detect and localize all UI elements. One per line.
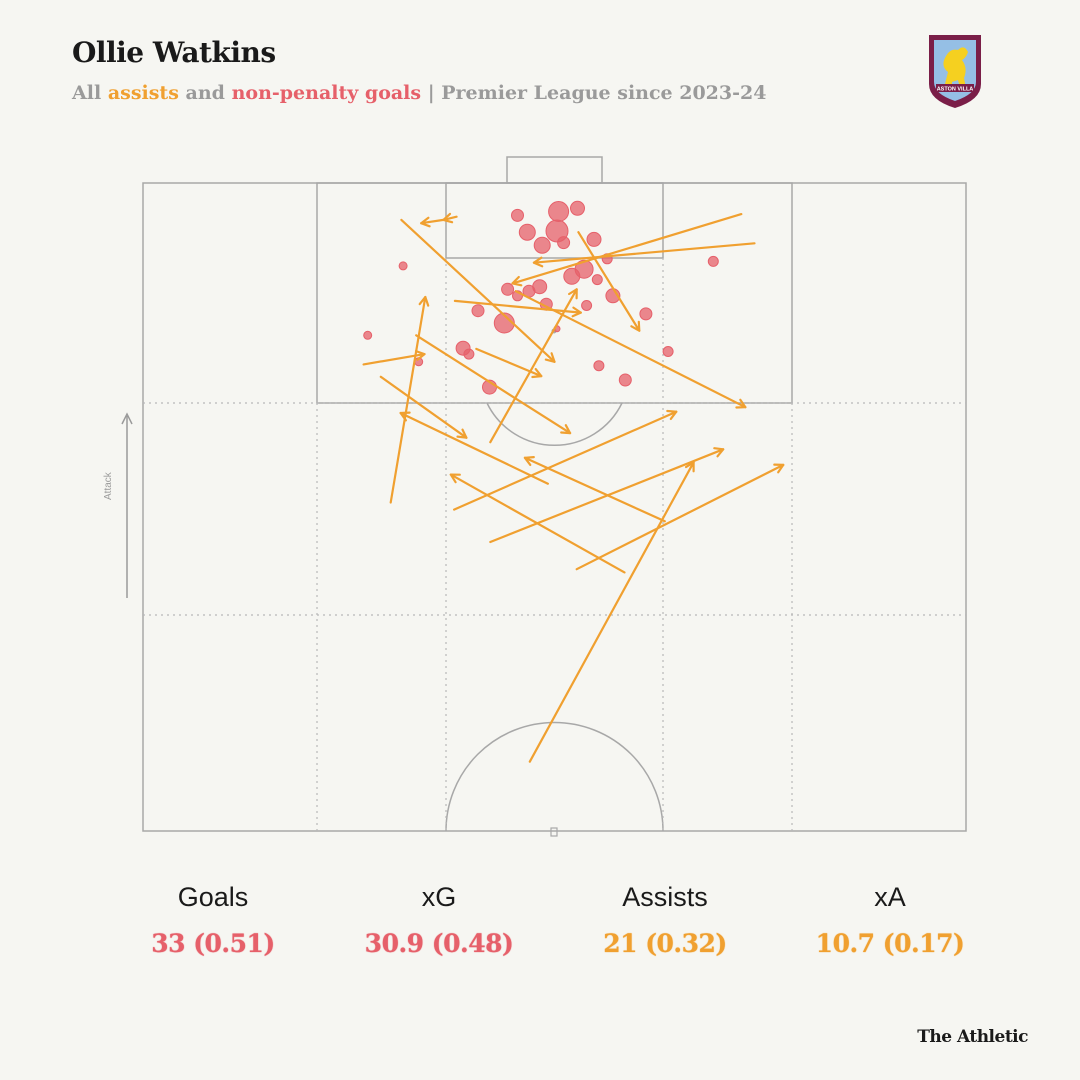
stat-xa: xA 10.7 (0.17) [790, 882, 990, 958]
assist-arrow [442, 212, 458, 224]
goal-marker [533, 236, 551, 254]
subtitle-suffix: | Premier League since 2023-24 [427, 82, 767, 104]
goal-marker [557, 236, 571, 250]
crest-text: ASTON VILLA [937, 87, 974, 93]
assist-arrow [420, 216, 445, 228]
assist-arrow [523, 456, 666, 523]
subtitle-goals: non-penalty goals [231, 82, 422, 104]
goal-marker [501, 282, 515, 296]
assist-arrow [577, 231, 641, 332]
aston-villa-crest-icon: ASTON VILLA [929, 35, 981, 108]
goal-marker [581, 300, 593, 311]
stat-label: Goals [177, 882, 249, 912]
assist-arrow [415, 334, 572, 435]
goal-marker [586, 231, 602, 247]
goal-marker [707, 255, 719, 267]
stat-xg: xG 30.9 (0.48) [339, 882, 539, 958]
assist-arrow [379, 375, 468, 439]
stat-value: 30.9 (0.48) [364, 929, 514, 958]
assist-arrow [532, 242, 756, 268]
attack-direction-arrow [121, 412, 133, 598]
assist-arrow [511, 213, 743, 287]
stat-value: 33 (0.51) [151, 929, 275, 958]
zone-grid [143, 258, 966, 831]
page-title: Ollie Watkins [72, 36, 276, 69]
stat-assists: Assists 21 (0.32) [565, 882, 765, 958]
subtitle-and: and [185, 82, 225, 104]
goal-marker [548, 201, 570, 222]
pitch-outline [142, 182, 967, 832]
goal-marker [618, 373, 632, 387]
goal-markers [363, 200, 719, 395]
stat-goals: Goals 33 (0.51) [113, 882, 313, 958]
goal-marker [570, 200, 585, 216]
goal-marker [398, 261, 408, 271]
goal-marker [593, 360, 605, 372]
goal-marker [463, 348, 475, 360]
stat-value: 10.7 (0.17) [815, 929, 965, 958]
goal-marker [639, 307, 653, 321]
assist-arrow [489, 288, 578, 444]
goal-marker [511, 208, 524, 222]
goal-marker [471, 304, 485, 318]
subtitle-assists: assists [107, 82, 179, 104]
pitch-lines [142, 156, 967, 837]
stat-label: xG [421, 882, 457, 912]
assist-arrow [389, 295, 430, 504]
goal-marker [563, 267, 581, 285]
goal-marker [518, 223, 536, 241]
attack-label: Attack [103, 472, 114, 500]
goal-marker [363, 330, 373, 340]
penalty-arc [486, 402, 623, 447]
assist-arrow [453, 299, 582, 318]
centre-circle [445, 721, 664, 832]
assist-arrow [400, 218, 556, 363]
assist-arrow [575, 463, 785, 571]
stat-label: xA [874, 882, 906, 912]
centre-spot [550, 827, 558, 837]
goal-marker [662, 346, 674, 357]
the-athletic-logo: The Athletic [917, 1027, 1028, 1047]
stat-value: 21 (0.32) [603, 929, 727, 958]
goal-marker [493, 312, 515, 334]
subtitle-prefix: All [72, 82, 102, 104]
assist-arrows [362, 212, 785, 763]
assist-arrow [449, 473, 626, 574]
stat-label: Assists [622, 882, 708, 912]
assist-arrow [528, 461, 695, 763]
assist-arrow [453, 409, 678, 511]
assist-arrow [475, 347, 543, 379]
goal [506, 156, 603, 184]
page-subtitle: All assists and non-penalty goals | Prem… [72, 82, 766, 104]
goal-marker [591, 274, 603, 286]
assist-arrow [514, 290, 747, 409]
assist-arrow [399, 411, 550, 485]
